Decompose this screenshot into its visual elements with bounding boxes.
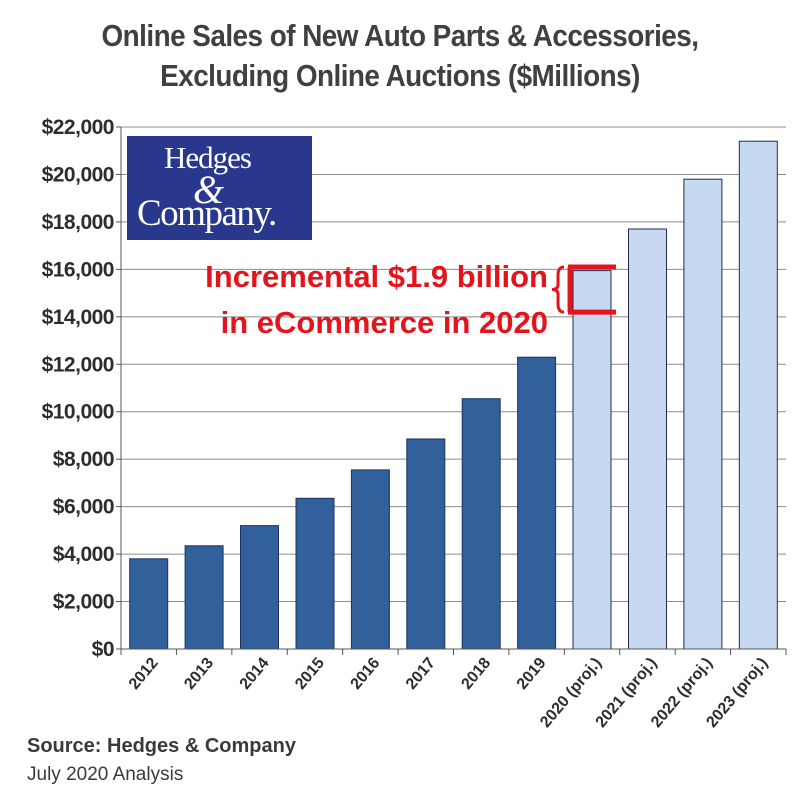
annotation-line-1: Incremental $1.9 billion <box>205 259 548 294</box>
bar-projected <box>683 178 723 650</box>
y-tick-labels: $0 $2,000 $4,000 $6,000 $8,000 $10,000 $12,000… <box>42 116 115 661</box>
logo-line-3: Company. <box>137 193 277 234</box>
y-tick-label: $2,000 <box>53 591 114 614</box>
y-tick-label: $6,000 <box>53 496 114 519</box>
bar <box>129 558 169 650</box>
y-tick-label: $22,000 <box>42 116 114 139</box>
y-tick-label: $4,000 <box>53 543 114 566</box>
x-tick-label: 2012 <box>126 655 162 693</box>
axes <box>116 126 787 655</box>
bar <box>240 525 279 650</box>
y-tick-label: $12,000 <box>42 353 114 376</box>
bar <box>406 438 446 650</box>
bar <box>461 398 501 650</box>
y-tick-label: $14,000 <box>42 306 114 329</box>
logo-line-1: Hedges <box>164 140 252 175</box>
y-tick-label: $16,000 <box>42 258 114 281</box>
x-tick-label: 2019 <box>514 655 550 693</box>
y-tick-label: $10,000 <box>42 401 114 424</box>
bar <box>350 469 390 650</box>
increment-bracket <box>551 264 617 315</box>
y-tick-label: $0 <box>92 638 114 661</box>
bar <box>184 545 224 650</box>
logo-ampersand: & <box>193 167 225 212</box>
chart-title-line-1: Online Sales of New Auto Parts & Accesso… <box>101 18 699 53</box>
x-tick-label: 2017 <box>403 655 439 693</box>
curly-brace <box>551 265 565 314</box>
increment-annotation: Incremental $1.9 billion in eCommerce in… <box>150 254 548 346</box>
annotation-line-2: in eCommerce in 2020 <box>220 305 548 340</box>
source-note: Source: Hedges & Company <box>27 735 296 757</box>
x-tick-label: 2013 <box>181 655 217 693</box>
hedges-company-logo: Hedges & Company. <box>127 136 312 240</box>
x-tick-label: 2016 <box>348 655 384 693</box>
y-tick-label: $8,000 <box>53 448 114 471</box>
bar-projected <box>572 270 612 650</box>
bars <box>129 140 778 650</box>
y-tick-label: $18,000 <box>42 211 114 234</box>
bar <box>295 497 335 650</box>
bar-projected <box>738 140 778 650</box>
chart-title-line-2: Excluding Online Auctions ($Millions) <box>160 58 640 93</box>
y-tick-label: $20,000 <box>42 163 114 186</box>
x-tick-label: 2015 <box>292 655 328 693</box>
bar-projected <box>628 228 667 650</box>
analysis-date: July 2020 Analysis <box>27 764 184 785</box>
x-tick-label: 2014 <box>237 655 273 693</box>
gridlines <box>121 126 786 603</box>
chart-title: Online Sales of New Auto Parts & Accesso… <box>40 16 760 96</box>
bar <box>517 356 557 650</box>
x-tick-label: 2018 <box>458 655 494 693</box>
